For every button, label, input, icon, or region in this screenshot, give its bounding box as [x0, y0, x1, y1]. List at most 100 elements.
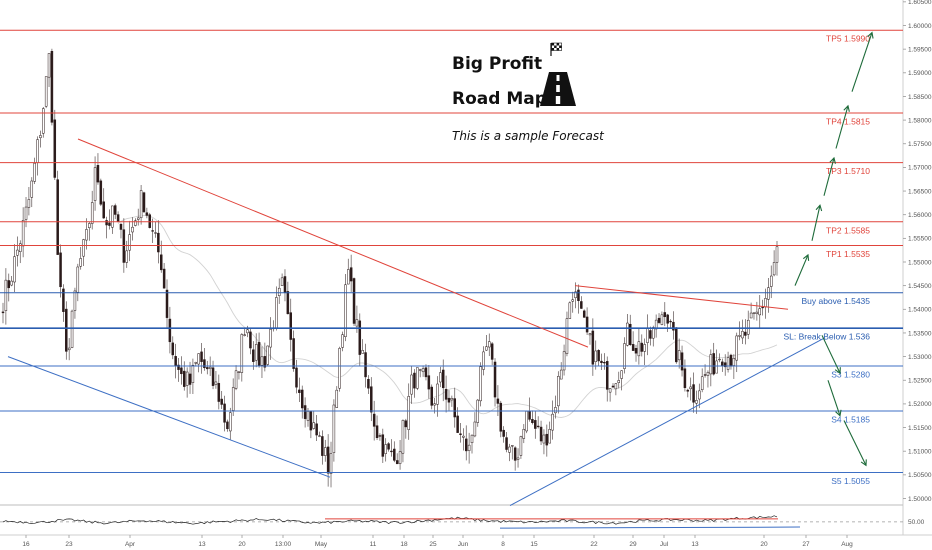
candle-body	[42, 108, 45, 134]
price-axis[interactable]: 1.60500 1.60000 1.59500 1.59000 1.58500 1.580…	[903, 0, 932, 503]
y-tick-label: 1.53000	[908, 354, 932, 361]
x-tick-label: 13:00	[275, 541, 292, 548]
candle-body	[441, 369, 445, 389]
candle-body	[62, 288, 65, 312]
candle-body	[554, 407, 557, 414]
candle-body	[93, 167, 97, 201]
candle-body	[116, 214, 120, 222]
candle-body	[416, 367, 419, 389]
candle-body	[329, 453, 333, 474]
candle-body	[321, 436, 324, 456]
candle-body	[76, 266, 80, 293]
candle-body	[700, 376, 704, 390]
candle-body	[171, 342, 175, 356]
candle-body	[508, 446, 511, 453]
candle-body	[134, 220, 137, 226]
candle-body	[758, 308, 761, 316]
candle-body	[7, 280, 11, 289]
candle-body	[263, 356, 267, 368]
candle-body	[214, 381, 218, 385]
candle-body	[292, 338, 295, 369]
level-label-tp: TP4 1.5815	[826, 117, 870, 127]
candle-body	[361, 350, 364, 354]
candle-body	[456, 415, 459, 433]
level-label-support: S5 1.5055	[831, 476, 870, 486]
candle-body	[410, 374, 413, 395]
candle-body	[692, 384, 695, 403]
candle-body	[732, 357, 736, 366]
candle-body	[709, 354, 713, 375]
candle-body	[4, 279, 8, 311]
candle-body	[649, 330, 652, 339]
y-tick-label: 1.57500	[908, 141, 932, 148]
candle-body	[439, 372, 442, 383]
trendlines	[7, 138, 826, 507]
candle-body	[338, 348, 341, 389]
candle-body	[289, 312, 292, 340]
candle-body	[275, 297, 278, 329]
candle-body	[634, 348, 638, 354]
candle-body	[73, 290, 77, 311]
candle-body	[1, 311, 5, 314]
candle-body	[16, 249, 19, 256]
candle-body	[260, 356, 264, 366]
candle-body	[663, 312, 667, 318]
candle-body	[539, 426, 543, 442]
candle-body	[312, 422, 316, 429]
candle-body	[614, 383, 618, 390]
candle-body	[764, 298, 767, 308]
candle-body	[125, 250, 128, 263]
candle-body	[280, 277, 284, 286]
candle-body	[499, 402, 503, 432]
forecast-arrowhead	[835, 409, 842, 417]
candle-body	[534, 420, 537, 429]
candle-body	[479, 366, 482, 402]
candle-body	[652, 327, 655, 339]
candle-body	[769, 275, 773, 287]
candle-body	[252, 349, 255, 362]
candle-body	[122, 229, 126, 263]
candle-body	[718, 358, 721, 361]
candle-body	[191, 364, 195, 383]
candle-body	[502, 429, 505, 437]
candle-body	[525, 411, 528, 432]
time-axis[interactable]: 16 23 Apr 13 20 13:00 May 11 18 25 Jun 8 15 22 29 Jul 13…	[22, 535, 853, 548]
candle-body	[335, 389, 339, 408]
candle-body	[47, 53, 51, 78]
rsi-panel: 50.00	[0, 515, 925, 529]
candle-body	[617, 380, 620, 383]
candle-body	[96, 165, 100, 183]
candle-body	[200, 351, 203, 362]
y-tick-label: 1.56000	[908, 212, 932, 219]
candle-body	[203, 359, 206, 369]
title-line-1: Big Profit	[452, 54, 542, 74]
candle-body	[157, 232, 160, 253]
moving-average-line	[117, 215, 778, 418]
x-tick-label: Jul	[660, 541, 669, 548]
y-tick-label: 1.50500	[908, 472, 932, 479]
level-label-tp: TP2 1.5585	[826, 225, 870, 235]
candle-body	[695, 400, 698, 404]
candle-body	[726, 357, 730, 370]
candle-body	[128, 234, 131, 251]
forecast-arrow	[835, 105, 849, 149]
subtitle: This is a sample Forecast	[452, 129, 605, 143]
x-tick-label: 27	[802, 541, 810, 548]
candle-body	[324, 447, 327, 456]
candle-body	[404, 420, 408, 428]
candle-body	[309, 411, 313, 431]
trendline-descending-resistance	[77, 138, 589, 348]
y-tick-label: 1.53500	[908, 330, 932, 337]
candle-body	[197, 353, 200, 365]
candle-body	[623, 343, 626, 369]
rsi-value-label: 50.00	[908, 519, 925, 526]
candle-body	[67, 347, 71, 351]
candle-body	[33, 163, 36, 182]
candle-body	[375, 425, 379, 439]
candle-body	[102, 201, 105, 219]
candle-body	[160, 254, 163, 271]
candle-body	[450, 398, 454, 401]
candle-body	[626, 322, 629, 346]
candle-body	[148, 214, 151, 228]
candle-body	[154, 232, 157, 234]
